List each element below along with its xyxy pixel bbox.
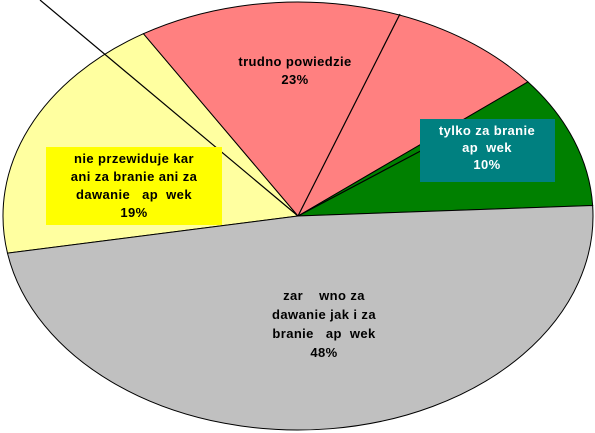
slice-label-1-line-2: ani za branie ani za — [71, 169, 198, 184]
leader-lines — [39, 0, 431, 217]
slice-label-3-line-3: 10% — [473, 157, 500, 172]
slice-label-1-line-4: 19% — [120, 205, 147, 220]
slice-label-1-line-3: dawanie ap wek — [76, 187, 192, 202]
slice-label-1: nie przewiduje kar ani za branie ani za da… — [71, 151, 198, 220]
slice-label-1-line-1: nie przewiduje kar — [74, 151, 194, 166]
leader-line-2 — [297, 13, 401, 217]
leader-line-1 — [39, 0, 299, 217]
pie-slice-2 — [142, 1, 529, 217]
slice-label-3-line-1: tylko za branie — [439, 123, 535, 138]
label-box-3 — [420, 119, 555, 182]
pie-slice-4 — [6, 205, 594, 431]
slice-label-2: trudno powiedzie 23% — [238, 54, 351, 87]
slice-label-4: zar wno za dawanie jak i za branie ap wek 4… — [272, 288, 376, 360]
slice-label-3-line-2: ap wek — [462, 140, 512, 155]
leader-line-3 — [297, 145, 431, 217]
slice-label-3: tylko za branie ap wek 10% — [439, 123, 535, 172]
label-box-1 — [46, 147, 222, 225]
slice-label-4-line-1: zar wno za — [283, 288, 365, 303]
slice-label-4-line-3: branie ap wek — [272, 326, 376, 341]
slice-labels: nie przewiduje kar ani za branie ani za da… — [46, 54, 555, 360]
slice-label-4-line-2: dawanie jak i za — [272, 307, 376, 322]
slice-label-2-line-1: trudno powiedzie — [238, 54, 351, 69]
slice-label-4-line-4: 48% — [310, 345, 337, 360]
slice-label-2-line-2: 23% — [281, 72, 308, 87]
